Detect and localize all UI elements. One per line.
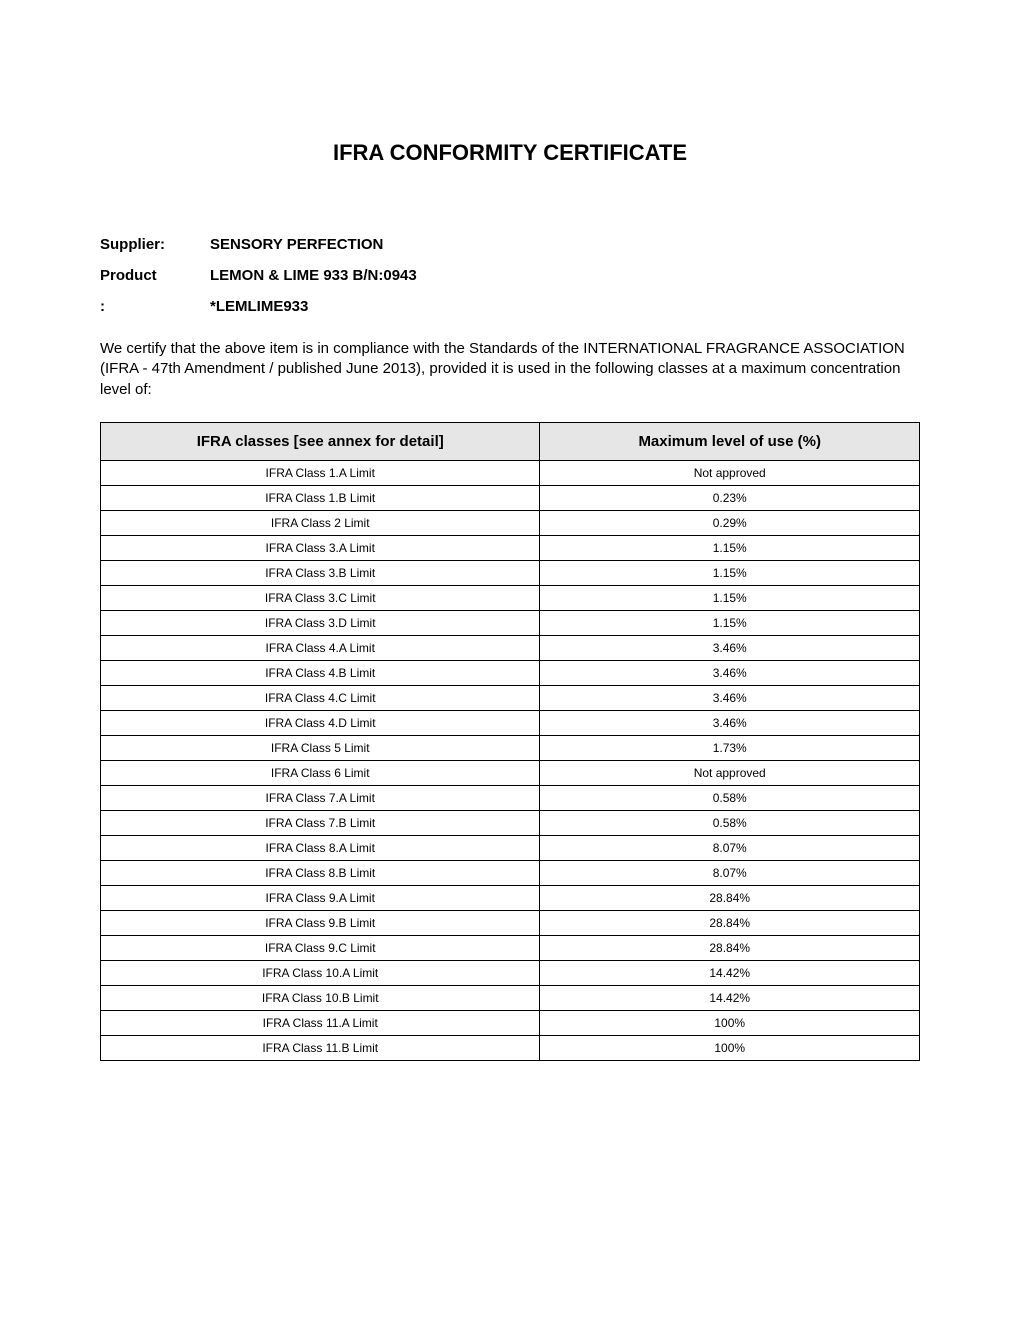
meta-row-product: Product LEMON & LIME 933 B/N:0943 — [100, 267, 920, 284]
product-code: *LEMLIME933 — [210, 298, 308, 315]
table-row: IFRA Class 7.A Limit0.58% — [101, 785, 920, 810]
cell-max-level: 1.15% — [540, 610, 920, 635]
table-row: IFRA Class 1.A LimitNot approved — [101, 460, 920, 485]
cell-ifra-class: IFRA Class 4.B Limit — [101, 660, 540, 685]
meta-block: Supplier: SENSORY PERFECTION Product LEM… — [100, 236, 920, 315]
cell-max-level: 100% — [540, 1035, 920, 1060]
cell-max-level: 28.84% — [540, 910, 920, 935]
cell-max-level: 1.15% — [540, 585, 920, 610]
cell-max-level: 8.07% — [540, 835, 920, 860]
table-row: IFRA Class 10.B Limit14.42% — [101, 985, 920, 1010]
cell-max-level: 14.42% — [540, 960, 920, 985]
cell-ifra-class: IFRA Class 3.D Limit — [101, 610, 540, 635]
certification-text: We certify that the above item is in com… — [100, 339, 920, 400]
table-header-class: IFRA classes [see annex for detail] — [101, 422, 540, 460]
table-row: IFRA Class 8.B Limit8.07% — [101, 860, 920, 885]
cell-max-level: 3.46% — [540, 635, 920, 660]
table-row: IFRA Class 3.D Limit1.15% — [101, 610, 920, 635]
cell-ifra-class: IFRA Class 1.A Limit — [101, 460, 540, 485]
table-row: IFRA Class 11.A Limit100% — [101, 1010, 920, 1035]
cell-max-level: 1.15% — [540, 535, 920, 560]
cell-ifra-class: IFRA Class 2 Limit — [101, 510, 540, 535]
cell-max-level: 0.29% — [540, 510, 920, 535]
supplier-value: SENSORY PERFECTION — [210, 236, 383, 253]
cell-ifra-class: IFRA Class 5 Limit — [101, 735, 540, 760]
table-row: IFRA Class 5 Limit1.73% — [101, 735, 920, 760]
cell-ifra-class: IFRA Class 7.A Limit — [101, 785, 540, 810]
table-row: IFRA Class 9.A Limit28.84% — [101, 885, 920, 910]
table-row: IFRA Class 8.A Limit8.07% — [101, 835, 920, 860]
table-row: IFRA Class 9.C Limit28.84% — [101, 935, 920, 960]
cell-max-level: 3.46% — [540, 685, 920, 710]
table-row: IFRA Class 1.B Limit0.23% — [101, 485, 920, 510]
table-row: IFRA Class 4.A Limit3.46% — [101, 635, 920, 660]
meta-row-supplier: Supplier: SENSORY PERFECTION — [100, 236, 920, 253]
cell-ifra-class: IFRA Class 9.C Limit — [101, 935, 540, 960]
table-header-value: Maximum level of use (%) — [540, 422, 920, 460]
cell-ifra-class: IFRA Class 11.A Limit — [101, 1010, 540, 1035]
cell-max-level: Not approved — [540, 460, 920, 485]
table-row: IFRA Class 6 LimitNot approved — [101, 760, 920, 785]
table-row: IFRA Class 10.A Limit14.42% — [101, 960, 920, 985]
table-row: IFRA Class 3.C Limit1.15% — [101, 585, 920, 610]
table-row: IFRA Class 2 Limit0.29% — [101, 510, 920, 535]
cell-max-level: 8.07% — [540, 860, 920, 885]
cell-ifra-class: IFRA Class 11.B Limit — [101, 1035, 540, 1060]
cell-ifra-class: IFRA Class 1.B Limit — [101, 485, 540, 510]
cell-max-level: 14.42% — [540, 985, 920, 1010]
certificate-page: IFRA CONFORMITY CERTIFICATE Supplier: SE… — [0, 0, 1020, 1320]
cell-ifra-class: IFRA Class 9.B Limit — [101, 910, 540, 935]
page-title: IFRA CONFORMITY CERTIFICATE — [100, 140, 920, 166]
colon-label: : — [100, 298, 210, 315]
cell-max-level: 0.23% — [540, 485, 920, 510]
cell-max-level: 1.73% — [540, 735, 920, 760]
cell-ifra-class: IFRA Class 4.D Limit — [101, 710, 540, 735]
cell-max-level: 0.58% — [540, 785, 920, 810]
table-row: IFRA Class 3.A Limit1.15% — [101, 535, 920, 560]
cell-ifra-class: IFRA Class 3.B Limit — [101, 560, 540, 585]
table-row: IFRA Class 7.B Limit0.58% — [101, 810, 920, 835]
table-row: IFRA Class 9.B Limit28.84% — [101, 910, 920, 935]
cell-ifra-class: IFRA Class 6 Limit — [101, 760, 540, 785]
cell-ifra-class: IFRA Class 9.A Limit — [101, 885, 540, 910]
cell-ifra-class: IFRA Class 8.B Limit — [101, 860, 540, 885]
table-row: IFRA Class 3.B Limit1.15% — [101, 560, 920, 585]
table-row: IFRA Class 4.D Limit3.46% — [101, 710, 920, 735]
cell-max-level: 100% — [540, 1010, 920, 1035]
cell-ifra-class: IFRA Class 3.A Limit — [101, 535, 540, 560]
supplier-label: Supplier: — [100, 236, 210, 253]
cell-ifra-class: IFRA Class 10.B Limit — [101, 985, 540, 1010]
cell-ifra-class: IFRA Class 4.C Limit — [101, 685, 540, 710]
cell-ifra-class: IFRA Class 4.A Limit — [101, 635, 540, 660]
table-row: IFRA Class 11.B Limit100% — [101, 1035, 920, 1060]
cell-max-level: Not approved — [540, 760, 920, 785]
table-row: IFRA Class 4.B Limit3.46% — [101, 660, 920, 685]
cell-ifra-class: IFRA Class 10.A Limit — [101, 960, 540, 985]
meta-row-code: : *LEMLIME933 — [100, 298, 920, 315]
ifra-table: IFRA classes [see annex for detail] Maxi… — [100, 422, 920, 1061]
product-label: Product — [100, 267, 210, 284]
cell-max-level: 1.15% — [540, 560, 920, 585]
cell-max-level: 28.84% — [540, 935, 920, 960]
cell-max-level: 3.46% — [540, 660, 920, 685]
cell-ifra-class: IFRA Class 3.C Limit — [101, 585, 540, 610]
cell-max-level: 28.84% — [540, 885, 920, 910]
table-body: IFRA Class 1.A LimitNot approvedIFRA Cla… — [101, 460, 920, 1060]
cell-max-level: 3.46% — [540, 710, 920, 735]
cell-ifra-class: IFRA Class 8.A Limit — [101, 835, 540, 860]
table-head-row: IFRA classes [see annex for detail] Maxi… — [101, 422, 920, 460]
product-value: LEMON & LIME 933 B/N:0943 — [210, 267, 417, 284]
cell-ifra-class: IFRA Class 7.B Limit — [101, 810, 540, 835]
cell-max-level: 0.58% — [540, 810, 920, 835]
table-row: IFRA Class 4.C Limit3.46% — [101, 685, 920, 710]
